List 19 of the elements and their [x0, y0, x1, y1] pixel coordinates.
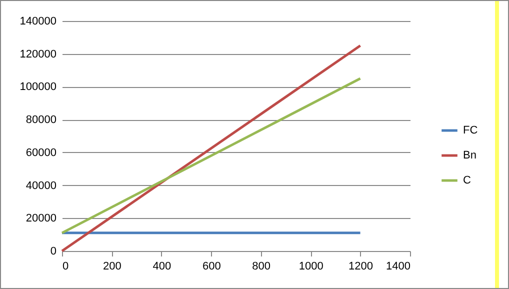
y-tick-label: 80000	[26, 114, 56, 126]
y-tick-label: 60000	[26, 146, 56, 159]
y-tick-label: 40000	[26, 180, 56, 192]
y-tick-label: 120000	[20, 48, 56, 60]
x-tick-label: 400	[152, 260, 172, 272]
legend-label: C	[463, 174, 471, 186]
y-tick-label: 0	[50, 246, 56, 258]
x-tick-label: 1000	[298, 260, 324, 272]
x-tick-label: 1200	[348, 260, 374, 272]
x-tick-label: 1400	[386, 260, 410, 272]
x-tick-label: 0	[62, 260, 69, 272]
y-tick-label: 140000	[20, 16, 56, 28]
x-tick-label: 600	[202, 260, 221, 272]
x-tick-label: 800	[252, 260, 271, 272]
legend-label: Bn	[463, 150, 476, 162]
legend-label: FC	[463, 124, 478, 136]
y-tick-label: 20000	[26, 212, 56, 225]
y-tick-label: 100000	[20, 81, 56, 94]
x-tick-label: 200	[103, 260, 122, 272]
